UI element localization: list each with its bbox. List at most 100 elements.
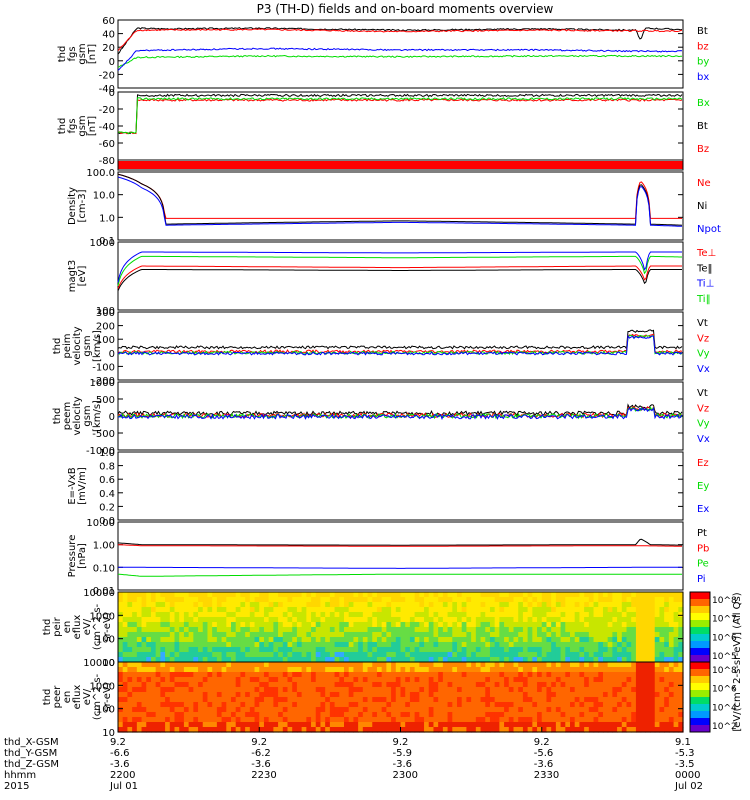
spec-cell xyxy=(635,692,642,698)
spec-cell xyxy=(405,637,411,643)
spec-cell xyxy=(367,707,373,713)
spec-cell xyxy=(235,627,242,633)
spec-cell xyxy=(358,702,364,708)
spec-cell xyxy=(353,602,359,608)
spec-cell xyxy=(438,662,444,668)
spec-cell xyxy=(621,617,628,623)
spec-cell xyxy=(555,642,562,648)
spec-cell xyxy=(522,702,529,708)
spec-cell xyxy=(320,592,326,598)
spec-cell xyxy=(664,607,670,613)
spec-cell xyxy=(325,592,331,598)
spec-cell xyxy=(344,642,350,648)
spec-cell xyxy=(358,647,364,653)
y-axis-label: thdpeirenefluxeV/(cm^2-s-sr-eV) xyxy=(42,603,113,650)
spec-cell xyxy=(381,722,387,728)
spec-cell xyxy=(226,647,232,653)
spec-cell xyxy=(339,612,345,618)
spec-cell xyxy=(565,597,571,603)
spec-cell xyxy=(579,707,585,713)
spec-cell xyxy=(466,717,472,723)
legend-entry: Ey xyxy=(697,481,709,492)
spec-cell xyxy=(165,697,171,703)
series-velocity xyxy=(117,406,683,421)
spec-cell xyxy=(221,682,227,688)
spec-cell xyxy=(320,712,326,718)
spec-cell xyxy=(471,657,477,663)
spec-cell xyxy=(212,632,218,638)
spec-cell xyxy=(570,642,576,648)
spec-cell xyxy=(541,647,548,653)
spec-cell xyxy=(409,722,416,728)
spec-cell xyxy=(122,687,129,693)
spec-cell xyxy=(376,662,383,668)
spec-cell xyxy=(146,692,152,698)
spec-cell xyxy=(132,727,138,733)
spec-cell xyxy=(155,602,161,608)
spec-cell xyxy=(249,607,256,613)
spec-cell xyxy=(570,717,576,723)
spec-cell xyxy=(150,682,157,688)
spec-cell xyxy=(216,682,223,688)
spec-cell xyxy=(664,677,670,683)
spec-cell xyxy=(461,677,468,683)
spec-cell xyxy=(136,682,143,688)
spec-cell xyxy=(122,637,129,643)
spec-cell xyxy=(273,692,279,698)
spec-cell xyxy=(405,642,411,648)
spec-cell xyxy=(132,677,138,683)
spec-cell xyxy=(287,592,293,598)
spec-cell xyxy=(311,692,317,698)
spec-cell xyxy=(659,697,665,703)
spec-cell xyxy=(325,702,331,708)
spec-cell xyxy=(532,657,538,663)
spec-cell xyxy=(588,687,595,693)
spec-cell xyxy=(231,707,237,713)
spec-cell xyxy=(169,632,176,638)
spec-cell xyxy=(198,687,204,693)
spec-cell xyxy=(621,597,628,603)
spec-cell xyxy=(532,607,538,613)
spec-cell xyxy=(254,637,260,643)
spec-cell xyxy=(362,707,369,713)
spec-cell xyxy=(278,692,284,698)
spec-cell xyxy=(654,727,661,733)
spec-cell xyxy=(668,717,675,723)
spec-cell xyxy=(292,682,298,688)
spec-cell xyxy=(602,627,609,633)
spec-cell xyxy=(136,707,143,713)
spec-cell xyxy=(226,727,232,733)
spec-cell xyxy=(579,607,585,613)
spec-cell xyxy=(494,617,500,623)
spec-cell xyxy=(263,717,270,723)
spec-cell xyxy=(296,682,303,688)
colorbar-label: [eV/(cm^2-s-sr-eV)] (All Qs) xyxy=(732,592,743,731)
spec-cell xyxy=(650,692,656,698)
spec-cell xyxy=(296,607,303,613)
spec-cell xyxy=(447,667,453,673)
series-fgs-dsl xyxy=(117,97,683,135)
spec-cell xyxy=(621,667,628,673)
spec-cell xyxy=(146,627,152,633)
spec-cell xyxy=(471,637,477,643)
spec-cell xyxy=(240,712,246,718)
spec-cell xyxy=(179,622,185,628)
spec-cell xyxy=(527,697,533,703)
spec-cell xyxy=(551,622,557,628)
spec-cell xyxy=(508,662,515,668)
spec-cell xyxy=(169,667,176,673)
spec-cell xyxy=(659,727,665,733)
spec-cell xyxy=(183,722,190,728)
y-axis-label-line: E=-VxB xyxy=(67,467,78,504)
spec-cell xyxy=(664,692,670,698)
spec-cell xyxy=(150,612,157,618)
spec-cell xyxy=(532,622,538,628)
spec-cell xyxy=(659,617,665,623)
spec-cell xyxy=(141,597,147,603)
spec-cell xyxy=(584,642,590,648)
spec-cell xyxy=(466,667,472,673)
spec-cell xyxy=(579,692,585,698)
spec-cell xyxy=(212,602,218,608)
spec-cell xyxy=(617,667,623,673)
spec-cell xyxy=(664,682,670,688)
